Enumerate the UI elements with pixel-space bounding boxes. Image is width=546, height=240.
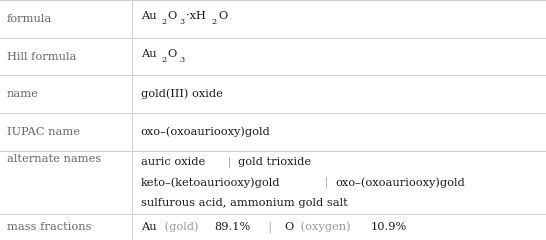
Text: name: name: [7, 89, 38, 99]
Text: auric oxide: auric oxide: [141, 157, 205, 167]
Text: oxo–(oxoauriooxy)gold: oxo–(oxoauriooxy)gold: [335, 177, 465, 188]
Text: O: O: [168, 11, 177, 21]
Text: keto–(ketoauriooxy)gold: keto–(ketoauriooxy)gold: [141, 177, 280, 188]
Text: IUPAC name: IUPAC name: [7, 127, 80, 137]
Text: oxo–(oxoauriooxy)gold: oxo–(oxoauriooxy)gold: [141, 126, 271, 137]
Text: |: |: [224, 156, 235, 168]
Text: 3: 3: [180, 18, 185, 26]
Text: gold(III) oxide: gold(III) oxide: [141, 89, 223, 100]
Text: alternate names: alternate names: [7, 154, 101, 164]
Text: Au: Au: [141, 222, 157, 232]
Text: sulfurous acid, ammonium gold salt: sulfurous acid, ammonium gold salt: [141, 198, 348, 208]
Text: O: O: [168, 48, 177, 59]
Text: O: O: [218, 11, 228, 21]
Text: mass fractions: mass fractions: [7, 222, 91, 232]
Text: 10.9%: 10.9%: [370, 222, 407, 232]
Text: Au: Au: [141, 48, 157, 59]
Text: (gold): (gold): [161, 222, 202, 232]
Text: gold trioxide: gold trioxide: [238, 157, 311, 167]
Text: |: |: [261, 221, 279, 233]
Text: Au: Au: [141, 11, 157, 21]
Text: 2: 2: [161, 56, 166, 64]
Text: (oxygen): (oxygen): [296, 222, 354, 232]
Text: O: O: [284, 222, 294, 232]
Text: ·xH: ·xH: [186, 11, 206, 21]
Text: 2: 2: [212, 18, 217, 26]
Text: |: |: [321, 177, 332, 188]
Text: 3: 3: [180, 56, 185, 64]
Text: 2: 2: [161, 18, 166, 26]
Text: formula: formula: [7, 14, 52, 24]
Text: Hill formula: Hill formula: [7, 52, 76, 61]
Text: 89.1%: 89.1%: [214, 222, 251, 232]
